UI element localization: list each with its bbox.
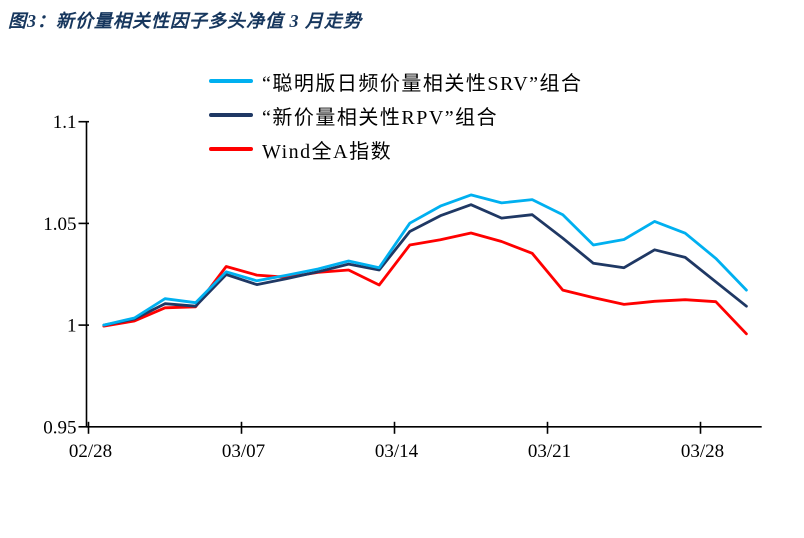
- y-tick-label: 1: [67, 316, 77, 337]
- y-tick-label: 0.95: [43, 417, 76, 438]
- series-line-srv: [102, 193, 748, 327]
- x-tick-label: 03/21: [528, 441, 571, 462]
- legend-item: “新价量相关性RPV”组合: [209, 98, 583, 132]
- x-tick-label: 03/07: [222, 441, 265, 462]
- x-tick-label: 03/14: [375, 441, 419, 462]
- x-tick-label: 03/28: [681, 441, 724, 462]
- figure-title: 图3：新价量相关性因子多头净值 3 月走势: [8, 11, 362, 31]
- y-tick-label: 1.1: [53, 112, 77, 133]
- y-tick-label: 1.05: [43, 214, 76, 235]
- series-line-rpv: [102, 203, 748, 327]
- series-line-wind: [102, 231, 748, 336]
- legend-line-swatch-srv: [209, 79, 253, 83]
- legend-label-srv: “聪明版日频价量相关性SRV”组合: [262, 72, 583, 95]
- legend-label-rpv: “新价量相关性RPV”组合: [262, 106, 499, 129]
- legend-item: “聪明版日频价量相关性SRV”组合: [209, 64, 583, 98]
- legend-line-swatch-rpv: [209, 113, 253, 117]
- legend-line-swatch-wind: [209, 147, 253, 151]
- legend-label-wind: Wind全A指数: [262, 140, 393, 163]
- legend: “聪明版日频价量相关性SRV”组合 “新价量相关性RPV”组合 Wind全A指数: [209, 64, 583, 166]
- legend-item: Wind全A指数: [209, 132, 583, 166]
- x-tick-label: 02/28: [69, 441, 112, 462]
